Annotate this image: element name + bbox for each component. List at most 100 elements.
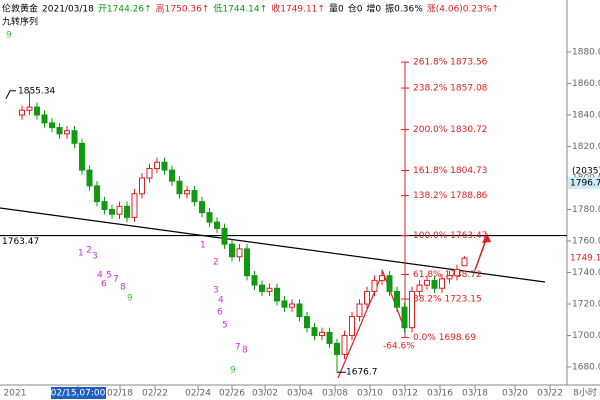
y-tick-label: 1860.00 <box>572 79 600 89</box>
header-item: 收1749.11↑ <box>271 3 325 15</box>
header-item: 振0.36% <box>385 3 423 15</box>
candle-body <box>124 205 130 218</box>
nine-turn-digit: 5 <box>106 271 112 281</box>
nine-turn-digit: 1 <box>200 241 206 251</box>
candle-body <box>461 257 468 267</box>
candle-body <box>416 284 423 292</box>
x-tick-label: 03/08 <box>322 389 348 399</box>
candle-body <box>176 180 183 195</box>
indicator-value: 9 <box>6 31 12 41</box>
candle-body <box>409 290 415 329</box>
candle-body <box>101 201 108 210</box>
fib-label: 161.8% 1804.73 <box>413 166 487 176</box>
fib-label: 261.8% 1873.56 <box>413 58 488 68</box>
header-item: 高1750.36↑ <box>156 3 210 15</box>
candle-body <box>401 306 408 329</box>
candle-body <box>49 122 55 129</box>
candle-body <box>86 169 93 187</box>
fib-label: 200.0% 1830.72 <box>413 125 487 135</box>
y-tick-label: 1760.00 <box>572 237 600 247</box>
nine-turn-digit: 3 <box>92 252 98 262</box>
candle-body <box>71 130 78 144</box>
y-tick-label: 1780.00 <box>572 205 600 215</box>
candle-body <box>364 290 370 305</box>
candle-body <box>221 227 228 245</box>
y-tick-label: 1820.00 <box>572 142 600 152</box>
low-marker-label: 1676.7 <box>346 368 378 378</box>
candle-body <box>319 331 325 337</box>
candle-body <box>349 316 355 337</box>
header-item: 低1744.14↑ <box>213 3 267 15</box>
candle-body <box>146 168 153 179</box>
candle-body <box>161 161 168 171</box>
fib-label: 0.0% 1698.69 <box>413 333 476 343</box>
candle-body <box>251 275 258 286</box>
candle-body <box>139 177 145 195</box>
candle-body <box>334 342 340 355</box>
candle-body <box>304 316 310 329</box>
candle-body <box>259 284 265 292</box>
x-tick-label: 03/16 <box>427 389 453 399</box>
candle-body <box>154 161 160 170</box>
candle-body <box>109 208 115 215</box>
candle-body <box>41 114 48 124</box>
candle-body <box>191 190 198 203</box>
fib-label: 238.2% 1857.08 <box>413 84 488 94</box>
candle-body <box>371 279 378 292</box>
candle-body <box>386 275 393 292</box>
nine-turn-digit: 7 <box>113 275 119 285</box>
nine-turn-digit: 6 <box>217 308 223 318</box>
x-tick-label: 03/22 <box>537 389 563 399</box>
candle-body <box>454 268 460 277</box>
candle-body <box>131 193 138 218</box>
fib-label: 61.8% 1738.72 <box>413 270 482 280</box>
y-tick-label: 1740.00 <box>572 268 600 278</box>
header-item: 开1744.26↑ <box>98 4 152 15</box>
header-item: 增0 <box>366 3 381 15</box>
fib-label: 100.0% 1763.47 <box>413 231 487 241</box>
candle-body <box>274 287 280 302</box>
candle-body <box>244 248 250 277</box>
candle-body <box>94 185 100 203</box>
candle-body <box>281 300 288 308</box>
high-marker <box>5 90 16 100</box>
candle-body <box>206 212 213 223</box>
y-tick-label: 1720.00 <box>572 300 600 310</box>
x-tick-label: 02/22 <box>142 389 168 399</box>
candle-body <box>394 290 400 308</box>
nine-turn-digit: 8 <box>120 283 126 293</box>
candle-body <box>184 190 190 195</box>
crosshair-price: 1796.78 <box>570 179 600 189</box>
cursor-date-box <box>51 387 106 399</box>
candle-body <box>64 130 70 135</box>
candle-body <box>289 303 295 308</box>
nine-turn-digit: 6 <box>101 280 107 290</box>
candle-body <box>116 205 123 215</box>
header-item: 涨(4.06)0.23%↑ <box>427 4 499 15</box>
x-tick-label: 02/26 <box>219 389 245 399</box>
crosshair-count: (2035) <box>572 167 600 177</box>
nine-turn-digit: 4 <box>97 271 103 281</box>
candle-body <box>431 279 438 289</box>
candle-body <box>379 275 385 281</box>
header-item: 量0 <box>329 4 344 15</box>
candle-body <box>199 201 205 214</box>
candle-body <box>439 278 445 289</box>
candle-body <box>214 221 220 229</box>
candle-body <box>296 303 303 318</box>
nine-turn-digit: 7 <box>235 343 241 353</box>
horizontal-line-label: 1763.47 <box>2 237 39 247</box>
fib-extra-label: -64.6% <box>383 342 415 352</box>
candle-body <box>26 106 33 111</box>
y-tick-label: 1880.00 <box>572 47 600 57</box>
y-tick-label: 1840.00 <box>572 110 600 120</box>
candle-body <box>326 331 333 344</box>
header-item: 伦敦黄金 <box>2 3 38 15</box>
candle-body <box>266 287 273 292</box>
x-tick-label: 02/18 <box>107 389 133 399</box>
x-tick-label: 03/10 <box>357 389 383 399</box>
indicator-name: 九转序列 <box>2 16 38 28</box>
candle-body <box>236 248 243 258</box>
x-tick-label: 03/12 <box>392 389 418 399</box>
